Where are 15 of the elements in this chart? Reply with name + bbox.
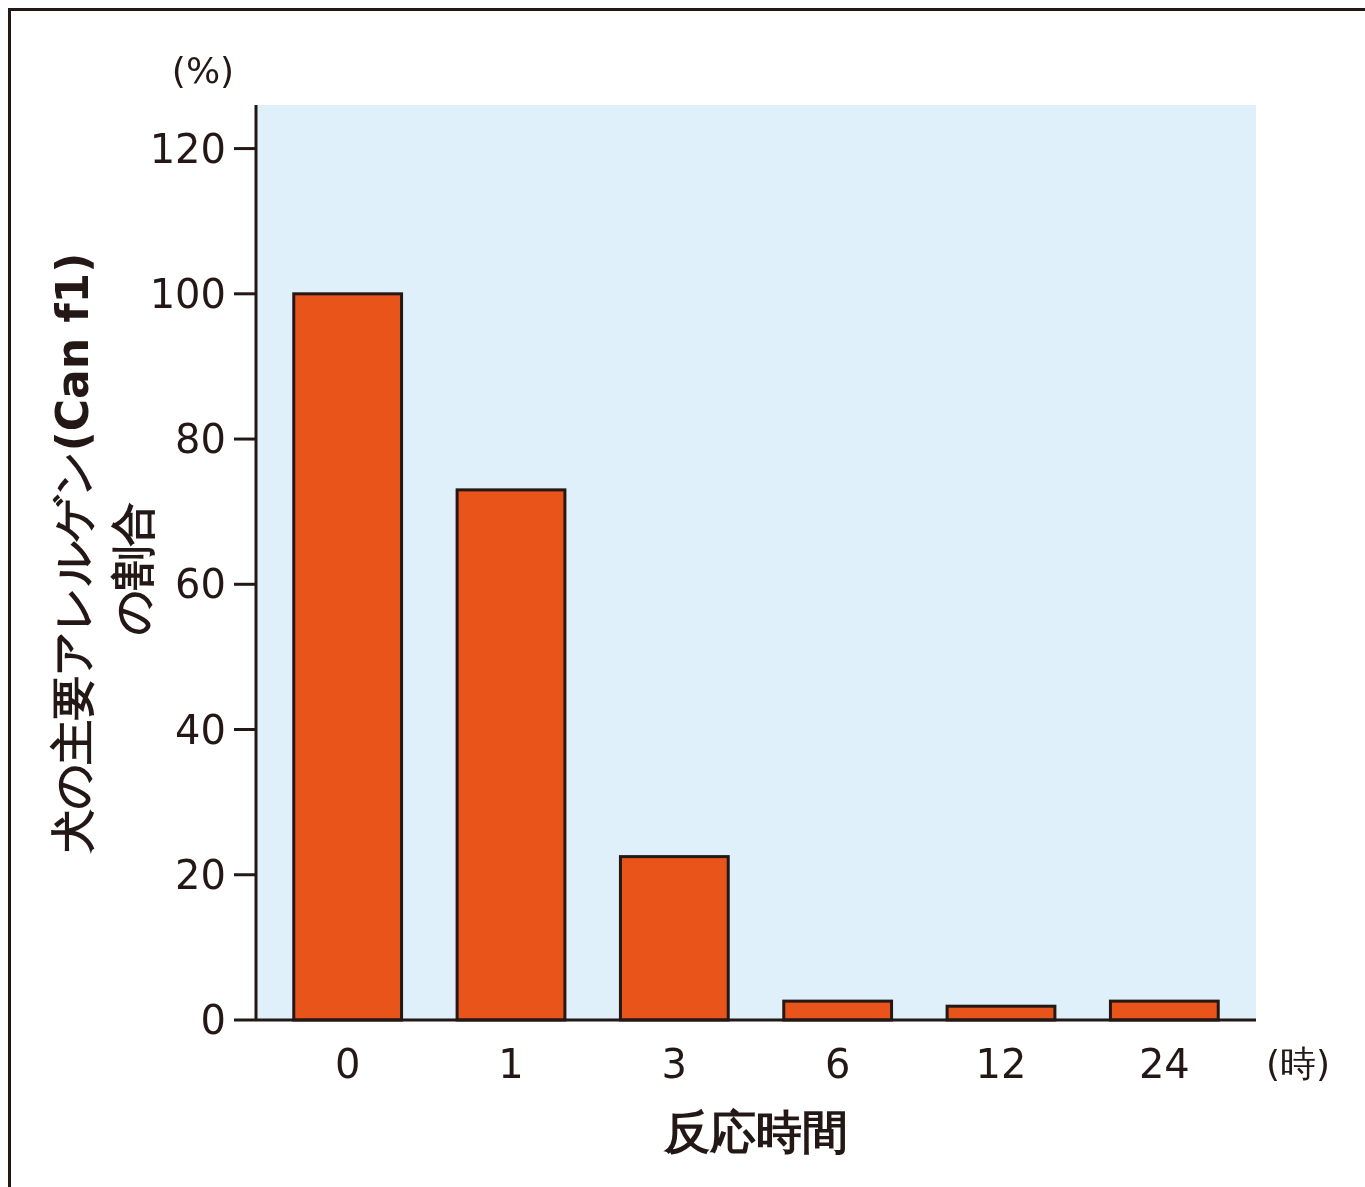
text: (時) [1266, 1043, 1331, 1084]
text: (%) [171, 50, 235, 91]
y-tick-label: 60 [175, 561, 226, 608]
y-tick-label: 120 [149, 125, 226, 172]
x-tick-label: 0 [334, 1041, 361, 1087]
x-tick-label: 6 [824, 1041, 851, 1087]
x-axis-title: 反応時間 [663, 1105, 848, 1159]
y-tick-label: 80 [175, 416, 226, 463]
y-tick-label: 40 [175, 706, 226, 753]
y-tick-label: 0 [200, 997, 226, 1043]
x-tick-label: 1 [498, 1041, 524, 1087]
y-tick-label: 20 [175, 851, 226, 898]
x-tick-label: 12 [975, 1041, 1027, 1087]
x-tick-label: 24 [1138, 1041, 1190, 1087]
x-tick-label: 3 [661, 1041, 688, 1087]
